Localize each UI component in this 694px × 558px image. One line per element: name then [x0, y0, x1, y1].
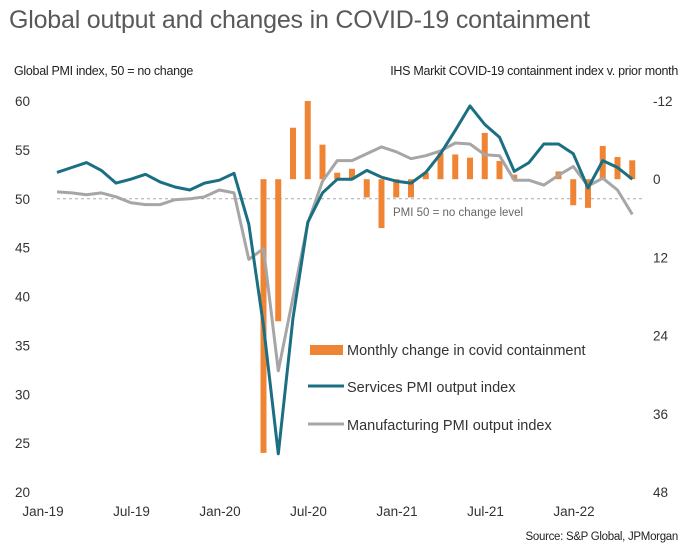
right-axis-ticks: -12 0 12 24 36 48	[653, 94, 673, 500]
covid-change-bar	[585, 179, 591, 208]
legend-label-manufacturing: Manufacturing PMI output index	[347, 418, 552, 434]
right-tick-label: 0	[653, 172, 661, 187]
left-tick-label: 45	[15, 241, 30, 256]
covid-change-bar	[290, 127, 296, 180]
covid-change-bar	[467, 157, 473, 180]
right-tick-label: 24	[653, 329, 669, 344]
left-tick-label: 60	[15, 94, 30, 109]
covid-change-bar	[363, 179, 370, 198]
source-note: Source: S&P Global, JPMorgan	[525, 531, 679, 543]
x-tick-label: Jan-21	[376, 504, 417, 519]
covid-change-bar	[319, 144, 326, 180]
left-tick-label: 35	[15, 338, 30, 353]
manufacturing-pmi-line	[56, 141, 634, 373]
covid-change-bar	[496, 160, 503, 180]
left-tick-label: 55	[15, 143, 30, 158]
covid-change-bar	[393, 179, 400, 198]
legend-swatch-covid	[310, 345, 343, 355]
right-tick-label: -12	[653, 94, 673, 109]
right-tick-label: 36	[653, 407, 668, 422]
covid-change-bar	[304, 101, 311, 180]
covid-change-bar	[349, 168, 355, 180]
covid-change-bar	[275, 179, 282, 322]
covid-change-bar	[378, 179, 385, 229]
covid-change-bar	[422, 172, 429, 180]
left-axis-title: Global PMI index, 50 = no change	[14, 64, 194, 78]
covid-change-bar	[629, 160, 636, 180]
left-tick-label: 20	[15, 485, 30, 500]
x-tick-label: Jan-22	[553, 504, 594, 519]
x-tick-label: Jan-20	[199, 504, 240, 519]
covid-change-bar	[570, 179, 577, 206]
right-tick-label: 48	[653, 485, 668, 500]
x-tick-label: Jul-19	[113, 504, 150, 519]
left-tick-label: 50	[15, 192, 30, 207]
covid-change-bars	[260, 101, 636, 453]
chart-title: Global output and changes in COVID-19 co…	[9, 6, 590, 34]
left-tick-label: 25	[15, 436, 30, 451]
left-tick-label: 30	[15, 387, 30, 402]
legend: Monthly change in covid containment Serv…	[308, 343, 586, 434]
reference-line-label: PMI 50 = no change level	[393, 207, 523, 219]
covid-change-bar	[437, 153, 444, 180]
left-axis-ticks: 60 55 50 45 40 35 30 25 20	[15, 94, 30, 500]
x-tick-label: Jan-19	[22, 504, 63, 519]
right-tick-label: 12	[653, 250, 668, 265]
x-tick-label: Jul-20	[290, 504, 327, 519]
covid-change-bar	[452, 154, 459, 180]
right-axis-title: IHS Markit COVID-19 containment index v.…	[390, 64, 678, 78]
covid-change-bar	[511, 174, 518, 180]
covid-change-bar	[408, 179, 414, 198]
left-tick-label: 40	[15, 290, 30, 305]
x-tick-label: Jul-21	[467, 504, 504, 519]
legend-label-services: Services PMI output index	[347, 380, 516, 396]
legend-label-covid: Monthly change in covid containment	[347, 343, 586, 359]
x-axis-ticks: Jan-19 Jul-19 Jan-20 Jul-20 Jan-21 Jul-21 Jan-…	[22, 504, 594, 519]
covid-change-bar	[334, 172, 341, 180]
services-pmi-line	[56, 104, 634, 456]
